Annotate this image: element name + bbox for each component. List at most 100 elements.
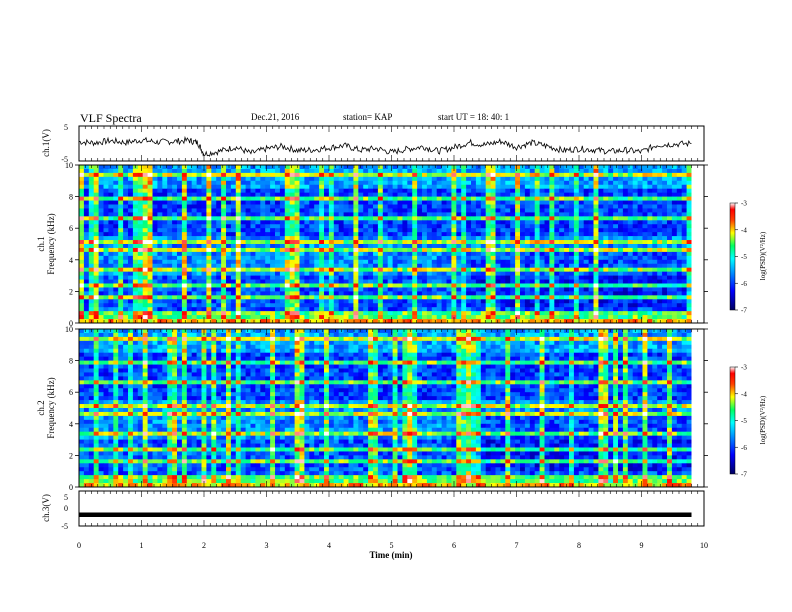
ch1-spectrogram-cell <box>333 168 340 174</box>
ch1-spectrogram-cell <box>583 319 589 324</box>
ch1-spectrogram-cell <box>686 236 692 241</box>
ch1-spectrogram-cell <box>201 259 207 265</box>
ch1-spectrogram-cell <box>88 184 95 190</box>
ch1-spectrogram-cell <box>475 180 482 186</box>
ch1-spectrogram-cell <box>299 236 305 241</box>
ch1-spectrogram-cell <box>309 240 315 245</box>
ch1-spectrogram-cell <box>319 303 325 308</box>
ch1-spectrogram-cell <box>676 168 683 174</box>
ch1-spectrogram-cell <box>93 307 99 312</box>
ch1-spectrogram-cell <box>671 168 678 174</box>
ch1-spectrogram-cell <box>191 267 197 273</box>
ch1-spectrogram-cell <box>172 315 178 320</box>
ch1-spectrogram-cell <box>642 279 648 284</box>
ch1-spectrogram-cell <box>230 259 237 265</box>
ch1-spectrogram-cell <box>520 275 526 280</box>
ch1-spectrogram-cell <box>289 283 295 288</box>
ch1-spectrogram-cell <box>539 295 545 300</box>
ch1-spectrogram-cell <box>608 244 614 249</box>
ch1-spectrogram-cell <box>328 168 335 174</box>
ch1-spectrogram-cell <box>132 311 139 316</box>
ch1-spectrogram-cell <box>549 208 555 213</box>
ch1-spectrogram-cell <box>676 247 683 253</box>
ch1-spectrogram-cell <box>407 172 413 178</box>
ch1-spectrogram-cell <box>255 200 261 205</box>
ch1-spectrogram-cell <box>226 176 232 182</box>
ch1-spectrogram-cell <box>426 275 433 280</box>
ch1-spectrogram-cell <box>667 259 673 265</box>
ch1-spectrogram-cell <box>441 232 447 237</box>
ch1-spectrogram-cell <box>250 279 256 284</box>
ch1-spectrogram-cell <box>671 295 678 300</box>
ch1-spectrogram-cell <box>284 224 291 229</box>
ch1-spectrogram-cell <box>598 259 604 265</box>
ch1-spectrogram-cell <box>196 283 202 288</box>
ch1-spectrogram-cell <box>201 172 207 178</box>
ch1-spectrogram-cell <box>402 283 408 288</box>
ch1-spectrogram-cell <box>681 279 687 284</box>
ch1-spectrogram-cell <box>593 240 599 245</box>
ch1-spectrogram-cell <box>613 184 619 190</box>
ch1-spectrogram-cell <box>603 184 609 190</box>
ch1-spectrogram-cell <box>456 315 462 320</box>
ch1-spectrogram-cell <box>490 232 496 237</box>
ch1-spectrogram-cell <box>93 267 99 273</box>
ch1-spectrogram-cell <box>338 172 344 178</box>
ch1-spectrogram-cell <box>662 244 668 249</box>
ch1-spectrogram-cell <box>500 240 506 245</box>
ch1-spectrogram-cell <box>431 319 438 324</box>
ch1-spectrogram-cell <box>250 299 256 304</box>
ch1-spectrogram-cell <box>686 271 692 276</box>
ch1-spectrogram-cell <box>461 291 467 296</box>
ch1-spectrogram-cell <box>456 228 462 233</box>
ch1-spectrogram-cell <box>422 232 428 237</box>
ch1-spectrogram-cell <box>98 172 104 178</box>
ch1-spectrogram-cell <box>358 168 364 174</box>
ch1-spectrogram-cell <box>314 319 320 324</box>
ch1-spectrogram-cell <box>657 204 663 209</box>
ch1-spectrogram-cell <box>627 279 634 284</box>
ch1-spectrogram-cell <box>554 216 560 221</box>
ch1-spectrogram-cell <box>132 236 139 241</box>
ch1-spectrogram-cell <box>510 172 516 178</box>
ch1-spectrogram-cell <box>172 255 178 261</box>
ch1-spectrogram-cell <box>627 267 634 273</box>
ch1-spectrogram-cell <box>299 176 305 182</box>
ch1-spectrogram-cell <box>230 165 237 170</box>
ch1-spectrogram-cell <box>289 176 295 182</box>
ch1-spectrogram-cell <box>93 244 99 249</box>
ch1-spectrogram-cell <box>103 271 109 276</box>
ch1-spectrogram-cell <box>377 307 384 312</box>
ch1-spectrogram-cell <box>373 220 379 225</box>
ch1-spectrogram-cell <box>451 216 457 221</box>
ch1-spectrogram-cell <box>422 295 428 300</box>
ch1-spectrogram-cell <box>569 263 575 269</box>
ch1-spectrogram-cell <box>500 216 506 221</box>
ch1-spectrogram-cell <box>294 279 300 284</box>
ch1-spectrogram-cell <box>255 263 261 269</box>
ch1-spectrogram-cell <box>79 291 85 296</box>
ch1-spectrogram-cell <box>230 192 237 197</box>
ch1-spectrogram-cell <box>201 216 207 221</box>
ch1-spectrogram-cell <box>152 184 158 190</box>
ch1-spectrogram-cell <box>681 232 687 237</box>
ch1-spectrogram-cell <box>583 295 589 300</box>
ch1-spectrogram-cell <box>245 259 251 265</box>
ch1-spectrogram-cell <box>637 192 643 197</box>
ch1-spectrogram-cell <box>480 184 487 190</box>
ch1-spectrogram-cell <box>417 232 423 237</box>
ch1-spectrogram-cell <box>652 315 658 320</box>
ch1-spectrogram-cell <box>510 315 516 320</box>
ch1-spectrogram-cell <box>265 236 271 241</box>
ch1-spectrogram-cell <box>250 172 256 178</box>
ch1-spectrogram-cell <box>515 319 521 324</box>
ch1-spectrogram-cell <box>353 255 359 261</box>
ch1-spectrogram-cell <box>534 232 540 237</box>
ch1-spectrogram-cell <box>441 220 447 225</box>
ch1-spectrogram-cell <box>569 228 575 233</box>
ch1-spectrogram-cell <box>343 216 349 221</box>
ch1-spectrogram-cell <box>309 244 315 249</box>
ch1-spectrogram-cell <box>299 172 305 178</box>
ch1-spectrogram-cell <box>93 240 99 245</box>
ch1-spectrogram-cell <box>480 224 487 229</box>
